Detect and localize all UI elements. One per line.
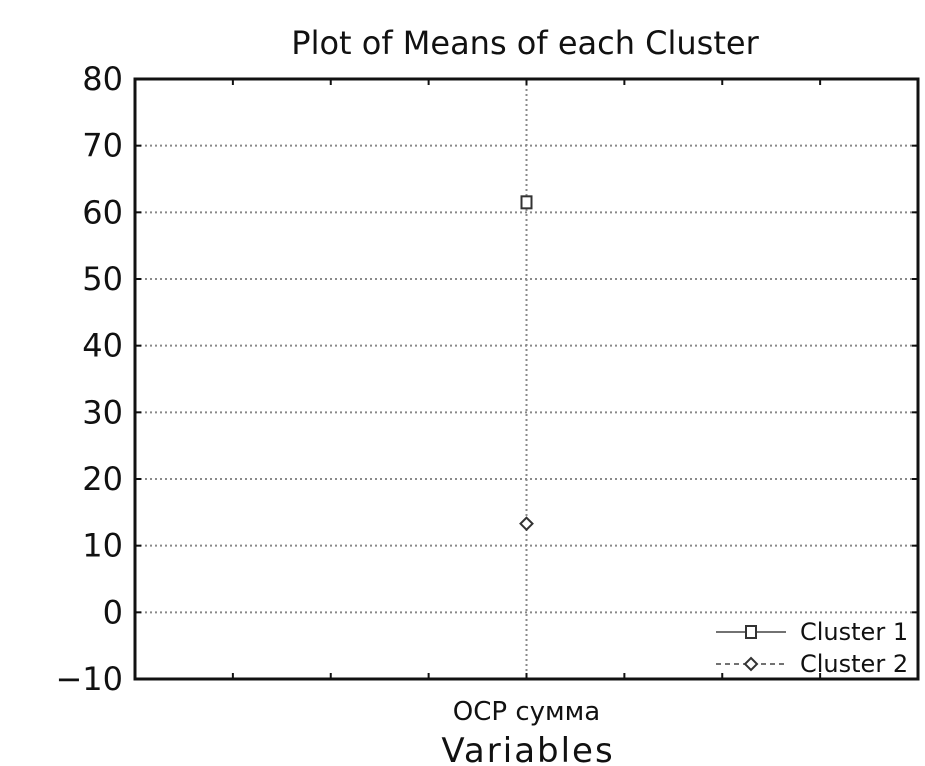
y-tick-label: 40	[82, 327, 123, 365]
legend: Cluster 1 Cluster 2	[716, 618, 908, 678]
y-tick-label: 30	[82, 393, 123, 431]
cluster-2-point	[519, 516, 534, 532]
legend-label-series-2: Cluster 2	[800, 650, 908, 678]
legend-label-series-1: Cluster 1	[800, 618, 908, 646]
legend-marker-series-2	[743, 656, 759, 672]
legend-marker-series-1	[745, 625, 757, 639]
x-axis-label: Variables	[441, 731, 614, 766]
y-tick-label: −10	[55, 660, 123, 698]
x-category-label: ОСР сумма	[453, 697, 600, 727]
y-tick-label: 20	[82, 460, 123, 498]
cluster-1-point	[520, 195, 533, 210]
y-tick-label: 0	[103, 593, 123, 631]
x-axis-category-labels: ОСР сумма	[453, 697, 600, 727]
y-tick-label: 50	[82, 260, 123, 298]
data-points	[519, 195, 534, 532]
grid-layer	[135, 79, 918, 679]
y-tick-label: 70	[82, 127, 123, 165]
y-tick-label: 60	[82, 193, 123, 231]
chart-title: Plot of Means of each Cluster	[291, 24, 759, 62]
y-tick-label: 80	[82, 60, 123, 98]
ticks-layer	[135, 78, 918, 680]
y-axis-tick-labels: 80 70 60 50 40 30 20 10 0 −10	[55, 60, 123, 698]
y-tick-label: 10	[82, 527, 123, 565]
